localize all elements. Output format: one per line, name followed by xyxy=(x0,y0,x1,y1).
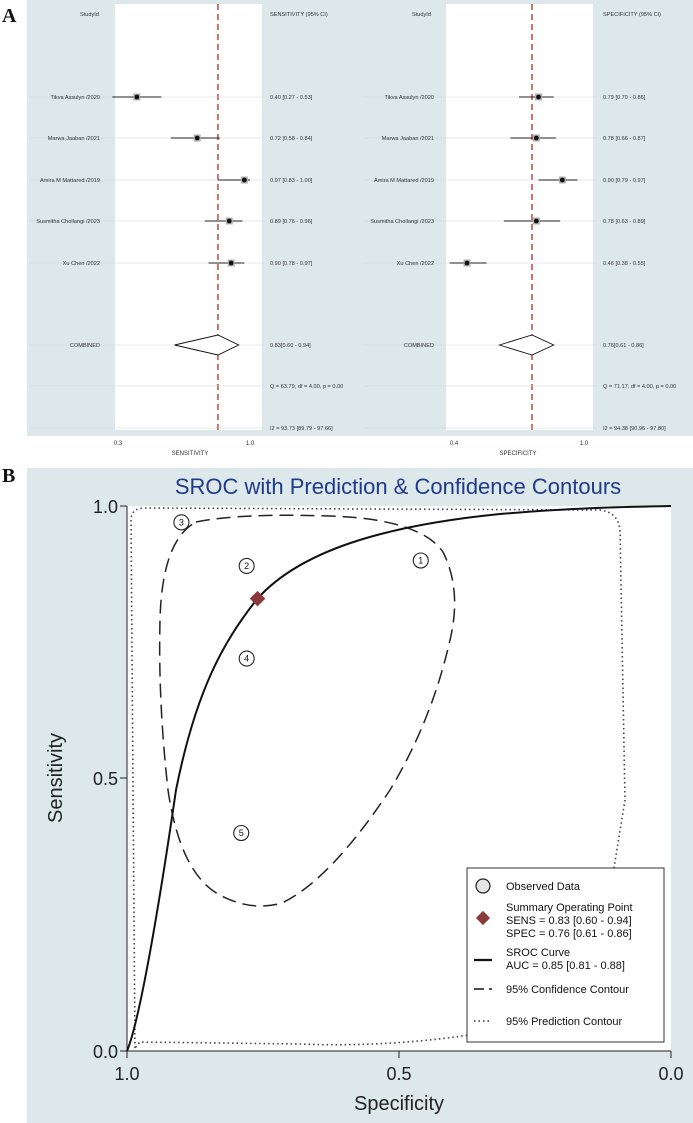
sroc-observed-point-2 xyxy=(238,557,255,575)
forest-sens-xlabel: SENSITIVITY xyxy=(172,451,209,457)
sroc-ytick-0: 0.0 xyxy=(93,1042,118,1062)
forest-sens-study-value: 0.90 [0.78 - 0.97] xyxy=(270,261,313,267)
legend-summary-marker xyxy=(475,910,491,926)
forest-spec-estimate xyxy=(533,135,539,141)
sroc-point-label-3: 3 xyxy=(179,517,184,527)
legend-summary-spec: SPEC = 0.76 [0.61 - 0.86] xyxy=(506,928,632,940)
panel-b-label: B xyxy=(2,465,15,487)
sroc-point-label-2: 2 xyxy=(244,561,249,571)
forest-sens-combined-diamond xyxy=(174,334,240,356)
sroc-ytick-1: 1.0 xyxy=(93,497,118,517)
forest-sens-q: Q = 63.79, df = 4.00, p = 0.00 xyxy=(270,384,343,390)
sroc-observed-point-4 xyxy=(238,650,255,667)
forest-spec-estimate xyxy=(536,94,541,100)
sroc-xtick-1: 1.0 xyxy=(114,1064,139,1084)
forest-sens-study-value: 0.89 [0.76 - 0.96] xyxy=(270,219,313,225)
forest-sens-study-name: Xu Chen /2022 xyxy=(63,261,100,267)
forest-spec-combined-diamond xyxy=(497,334,555,356)
forest-sens-study-value: 0.97 [0.83 - 1.00] xyxy=(270,178,313,184)
sroc-observed-point-3 xyxy=(173,514,190,531)
sroc-observed-point-1 xyxy=(412,552,429,569)
forest-sens-study-name: Tikva Assulyn /2020 xyxy=(50,95,100,101)
forest-sens-estimate xyxy=(241,177,247,183)
sroc-ytick-05: 0.5 xyxy=(93,769,118,789)
legend-sroc-auc: AUC = 0.85 [0.81 - 0.88] xyxy=(506,960,625,972)
forest-sens-header-study: StudyId xyxy=(80,12,99,18)
forest-spec-combined-value: 0.76[0.61 - 0.86] xyxy=(603,343,644,349)
sroc-title: SROC with Prediction & Confidence Contou… xyxy=(175,474,621,499)
legend-box xyxy=(466,867,665,1043)
forest-sens-header-value: SENSITIVITY (95% CI) xyxy=(270,12,328,18)
forest-spec-study-name: Amira M Mattared /2019 xyxy=(374,178,434,184)
forest-sens-estimate xyxy=(194,135,200,141)
forest-sens-combined-value: 0.83[0.60 - 0.94] xyxy=(270,343,311,349)
forest-spec-estimate xyxy=(533,218,539,224)
forest-spec-header-study: StudyId xyxy=(412,12,431,18)
sroc-point-label-1: 1 xyxy=(418,556,423,566)
forest-spec-q: Q = 71.17, df = 4.00, p = 0.00 xyxy=(603,384,676,390)
forest-spec-plot-area xyxy=(446,4,593,430)
forest-spec-study-name: Marwa Jaaban /2021 xyxy=(382,136,434,142)
sroc-xtick-05: 0.5 xyxy=(386,1064,411,1084)
forest-spec-estimate xyxy=(559,177,565,183)
forest-sens-study-value: 0.72 [0.58 - 0.84] xyxy=(270,136,313,142)
forest-spec-header-value: SPECIFICITY (95% CI) xyxy=(603,12,661,18)
forest-spec-study-value: 0.90 [0.79 - 0.97] xyxy=(603,178,646,184)
forest-sens-plot-area xyxy=(115,4,262,430)
forest-spec-study-value: 0.78 [0.66 - 0.87] xyxy=(603,136,646,142)
forest-sens-i2: I2 = 93.73 [89.79 - 97.66] xyxy=(270,426,333,432)
forest-sensitivity: StudyId SENSITIVITY (95% CI) Tikva Assul… xyxy=(30,4,343,457)
legend-observed-label: Observed Data xyxy=(506,881,581,893)
forest-spec-tick-max: 1.0 xyxy=(580,441,589,447)
legend-confidence-label: 95% Confidence Contour xyxy=(506,984,629,996)
forest-spec-combined-name: COMBINED xyxy=(404,343,434,349)
forest-sens-tick-min: 0.3 xyxy=(114,441,123,447)
sroc-point-label-4: 4 xyxy=(244,654,249,664)
panel-a-label: A xyxy=(2,5,17,27)
forest-spec-study-name: Xu Chen /2022 xyxy=(397,261,434,267)
sroc-prediction-contour xyxy=(130,507,626,1051)
forest-spec-i2: I2 = 94.38 [90.96 - 97.80] xyxy=(603,426,666,432)
forest-specificity: StudyId SPECIFICITY (95% CI) Tikva Assul… xyxy=(364,4,676,457)
forest-spec-study-name: Susmitha Chollangi /2023 xyxy=(370,219,434,225)
legend-summary-sens: SENS = 0.83 [0.60 - 0.94] xyxy=(506,915,632,927)
legend-sroc-title: SROC Curve xyxy=(506,947,570,959)
legend-summary-title: Summary Operating Point xyxy=(506,902,633,914)
sroc-xlabel: Specificity xyxy=(354,1093,444,1115)
forest-spec-xlabel: SPECIFICITY xyxy=(499,451,536,457)
forest-sens-estimate xyxy=(228,260,234,266)
sroc-confidence-contour xyxy=(158,514,456,907)
forest-spec-study-value: 0.79 [0.70 - 0.86] xyxy=(603,95,646,101)
sroc-point-label-5: 5 xyxy=(239,828,244,838)
forest-spec-study-name: Tikva Assulyn /2020 xyxy=(384,95,434,101)
forest-sens-estimate xyxy=(226,218,232,224)
forest-sens-estimate xyxy=(134,94,140,100)
sroc-ylabel: Sensitivity xyxy=(45,733,67,823)
forest-spec-study-value: 0.78 [0.63 - 0.89] xyxy=(603,219,646,225)
forest-sens-study-name: Susmitha Chollangi /2023 xyxy=(36,219,100,225)
forest-spec-study-value: 0.46 [0.38 - 0.55] xyxy=(603,261,646,267)
forest-sens-study-name: Marwa Jaaban /2021 xyxy=(48,136,100,142)
forest-sens-study-value: 0.40 [0.27 - 0.53] xyxy=(270,95,313,101)
forest-spec-tick-min: 0.4 xyxy=(450,441,459,447)
sroc-observed-point-5 xyxy=(233,824,250,842)
forest-sens-study-name: Amira M Mattared /2019 xyxy=(40,178,100,184)
sroc-legend: Observed Data Summary Operating Point SE… xyxy=(466,867,665,1043)
legend-observed-marker xyxy=(475,878,491,894)
forest-sens-combined-name: COMBINED xyxy=(70,343,100,349)
forest-spec-estimate xyxy=(464,260,470,266)
sroc-xtick-0: 0.0 xyxy=(658,1064,683,1084)
forest-sens-tick-max: 1.0 xyxy=(246,441,255,447)
legend-prediction-label: 95% Prediction Contour xyxy=(506,1016,623,1028)
